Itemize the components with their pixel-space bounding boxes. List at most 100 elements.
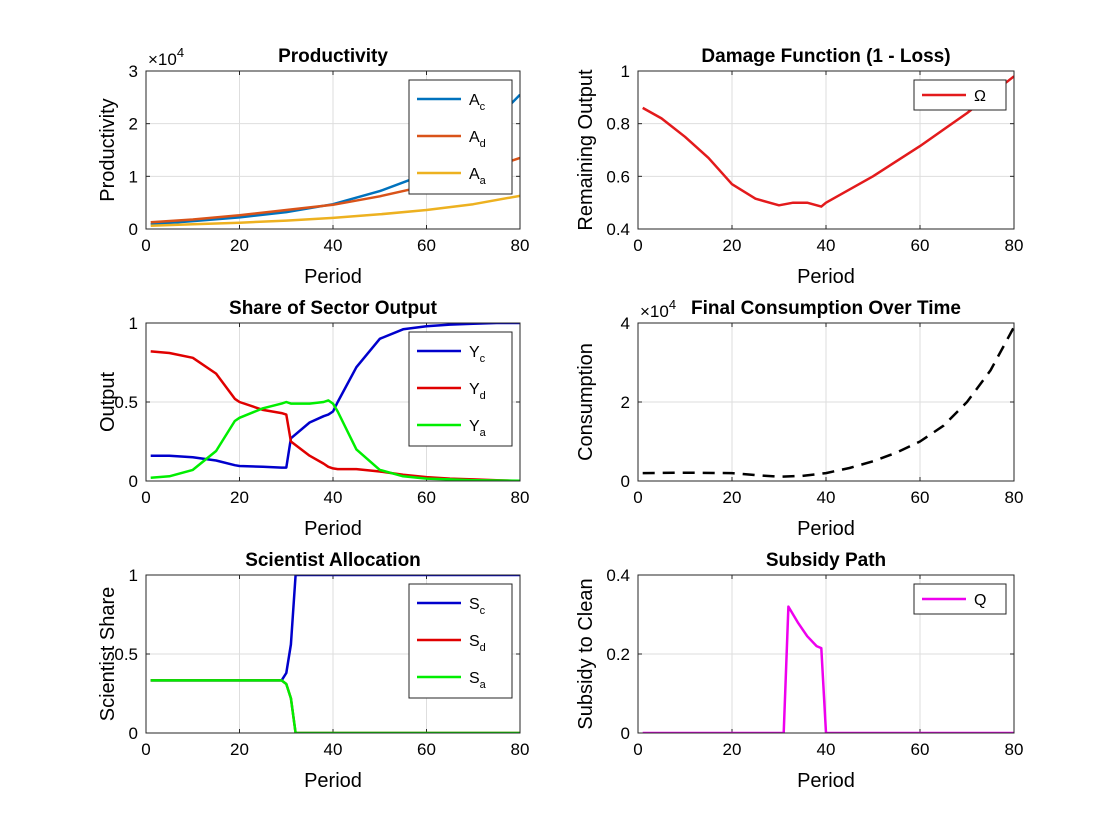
x-tick-label: 80 (1005, 236, 1024, 255)
y-tick-label: 0.4 (606, 220, 630, 239)
x-tick-label: 20 (723, 740, 742, 759)
x-tick-label: 20 (230, 740, 249, 759)
x-tick-label: 60 (417, 740, 436, 759)
x-tick-label: 0 (633, 236, 642, 255)
x-tick-label: 60 (911, 740, 930, 759)
x-tick-label: 40 (817, 236, 836, 255)
x-tick-label: 0 (141, 488, 150, 507)
legend-entry: Ω (974, 88, 986, 105)
x-tick-label: 80 (1005, 488, 1024, 507)
x-tick-label: 80 (511, 236, 530, 255)
y-axis-label: Subsidy to Clean (575, 578, 597, 729)
y-tick-label: 0 (129, 220, 138, 239)
axes-border (145, 322, 521, 482)
y-tick-label: 0 (129, 724, 138, 743)
y-tick-label: 3 (129, 62, 138, 81)
series-line-Aa (150, 194, 520, 228)
subplot-consumption: 0 20 40 60 80 0 2 4 ×104 Final Consumption Over T… (575, 297, 1023, 540)
subplot-scientist: 0 20 40 60 80 0 0.5 1 Scientist Allocation Period… (97, 550, 529, 792)
y-tick-label: 2 (621, 393, 630, 412)
series-line-Q (642, 605, 1014, 733)
y-axis-label: Consumption (575, 343, 597, 461)
chart-title: Final Consumption Over Time (691, 298, 961, 319)
legend-entry: Ad (469, 129, 486, 150)
subplot-share: 0 20 40 60 80 0 0.5 1 Share of Sector Output Peri… (97, 298, 529, 540)
x-tick-label: 40 (324, 488, 343, 507)
axes-border (145, 574, 521, 734)
x-axis-label: Period (304, 266, 362, 288)
y-tick-label: 1 (621, 62, 630, 81)
legend: Q (913, 583, 1007, 615)
axes-border (145, 70, 521, 230)
y-tick-label: 0.8 (606, 115, 630, 134)
series-line-Yc (150, 323, 520, 469)
y-tick-label: 2 (129, 115, 138, 134)
x-tick-label: 80 (1005, 740, 1024, 759)
chart-title: Scientist Allocation (245, 550, 421, 571)
series-line-Sa (150, 679, 520, 733)
x-tick-label: 0 (633, 488, 642, 507)
axes-border (637, 70, 1015, 230)
legend-entry: Sd (469, 633, 486, 654)
x-tick-label: 40 (324, 236, 343, 255)
legend-entry: Ac (469, 92, 486, 113)
x-axis-label: Period (304, 770, 362, 792)
x-tick-label: 80 (511, 488, 530, 507)
legend: Ac Ad Aa (408, 79, 513, 195)
x-tick-label: 0 (633, 740, 642, 759)
axes-border (637, 322, 1015, 482)
y-tick-label: 0.5 (114, 645, 138, 664)
legend-entry: Q (974, 592, 986, 609)
x-tick-label: 40 (817, 488, 836, 507)
y-tick-label: 0.5 (114, 393, 138, 412)
legend: Yc Yd Ya (408, 331, 513, 447)
y-tick-label: 0.6 (606, 167, 630, 186)
y-tick-label: 4 (621, 314, 630, 333)
legend-entry: Sc (469, 596, 486, 617)
chart-title: Subsidy Path (766, 550, 886, 571)
x-tick-label: 0 (141, 740, 150, 759)
legend-entry: Aa (469, 166, 487, 187)
legend-entry: Ya (469, 418, 487, 439)
x-tick-label: 40 (324, 740, 343, 759)
y-tick-label: 0 (621, 472, 630, 491)
y-tick-label: 0 (129, 472, 138, 491)
x-tick-label: 60 (417, 236, 436, 255)
y-tick-label: 1 (129, 167, 138, 186)
x-tick-label: 80 (511, 740, 530, 759)
axes-border (637, 574, 1015, 734)
legend: Sc Sd Sa (408, 583, 513, 699)
axis-exponent: ×104 (148, 45, 184, 69)
subplot-damage: 0 20 40 60 80 0.4 0.6 0.8 1 Damage Function (1 - … (575, 46, 1023, 288)
chart-title: Share of Sector Output (229, 298, 438, 319)
y-tick-label: 1 (129, 566, 138, 585)
y-axis-label: Remaining Output (575, 69, 597, 231)
x-tick-label: 20 (230, 488, 249, 507)
x-tick-label: 60 (911, 488, 930, 507)
x-tick-label: 20 (723, 236, 742, 255)
y-tick-label: 0.2 (606, 645, 630, 664)
y-axis-label: Output (97, 372, 119, 432)
subplot-productivity: 0 20 40 60 80 0 1 2 3 ×104 Productivity Period Produ… (97, 45, 529, 288)
x-axis-label: Period (797, 770, 855, 792)
legend-entry: Yc (469, 344, 486, 365)
x-tick-label: 60 (911, 236, 930, 255)
series-line-Yd (150, 350, 520, 481)
series-line-consumption (642, 326, 1014, 478)
legend: Ω (913, 79, 1007, 111)
y-axis-label: Scientist Share (97, 587, 119, 722)
legend-entry: Yd (469, 381, 486, 402)
x-tick-label: 0 (141, 236, 150, 255)
x-tick-label: 40 (817, 740, 836, 759)
series-line-Ω (642, 75, 1014, 208)
x-tick-label: 20 (230, 236, 249, 255)
series-line-Ya (150, 399, 520, 481)
x-tick-label: 60 (417, 488, 436, 507)
axis-exponent: ×104 (640, 297, 676, 321)
y-axis-label: Productivity (97, 98, 119, 201)
subplot-subsidy: 0 20 40 60 80 0 0.2 0.4 Subsidy Path Period Subsid… (575, 550, 1023, 792)
x-axis-label: Period (797, 266, 855, 288)
chart-title: Damage Function (1 - Loss) (701, 46, 950, 67)
legend-entry: Sa (469, 670, 487, 691)
